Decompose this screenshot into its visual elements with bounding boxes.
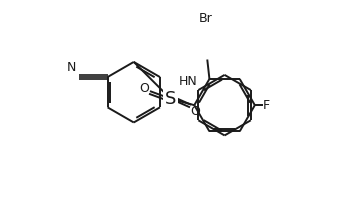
- Text: Br: Br: [199, 12, 212, 25]
- Text: S: S: [165, 90, 176, 108]
- Text: O: O: [139, 83, 149, 95]
- Text: F: F: [262, 99, 269, 112]
- Text: N: N: [67, 61, 76, 74]
- Text: O: O: [190, 105, 200, 118]
- Text: S: S: [166, 92, 175, 107]
- Text: HN: HN: [179, 75, 198, 88]
